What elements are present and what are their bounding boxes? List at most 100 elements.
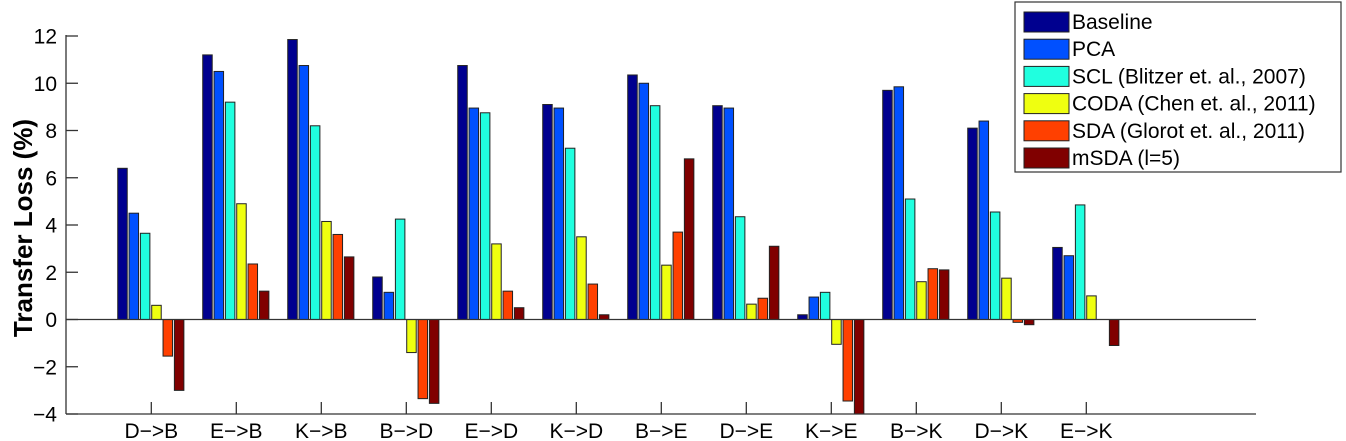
bar (819, 291, 831, 320)
y-tick-label: 4 (45, 215, 57, 238)
bar (757, 297, 769, 320)
bar (417, 319, 429, 400)
bar (457, 65, 468, 320)
bar (491, 243, 502, 320)
legend-swatch (1023, 65, 1070, 87)
bar (989, 211, 1001, 320)
bar (173, 319, 185, 391)
bar (661, 264, 672, 321)
bar (587, 283, 599, 320)
bar-group (627, 74, 695, 321)
legend-swatch (1023, 120, 1070, 142)
bar (797, 314, 808, 320)
bar (343, 256, 355, 321)
legend-label: PCA (1072, 38, 1115, 61)
legend-item: SDA (Glorot et. al., 2011) (1023, 120, 1305, 143)
bar (128, 212, 140, 320)
bar (842, 319, 854, 402)
bar (1108, 319, 1120, 346)
bar-group (287, 39, 355, 321)
legend-label: Baseline (1072, 11, 1153, 34)
y-tick-label: 8 (45, 120, 57, 143)
bar (893, 86, 905, 321)
bar-group (797, 291, 865, 415)
y-axis-ticks: −4 −2 0 2 4 6 8 10 12 (33, 26, 78, 427)
x-tick-label: E−>D (464, 420, 518, 441)
bar (978, 120, 990, 320)
bar (1052, 246, 1063, 320)
bar (768, 245, 780, 320)
bar (406, 319, 417, 354)
bar (468, 107, 480, 320)
bar (683, 158, 695, 320)
bar (672, 231, 684, 320)
y-tick-label: 6 (45, 167, 57, 190)
legend-item: mSDA (l=5) (1023, 147, 1180, 170)
legend: Baseline PCA SCL (Blitzer et. al., 2007) CO… (1014, 1, 1342, 173)
bar (882, 89, 893, 320)
bar (938, 269, 950, 321)
bar (831, 319, 842, 345)
bar (428, 319, 440, 404)
legend-label: SDA (Glorot et. al., 2011) (1072, 120, 1305, 143)
x-tick-label: K−>E (805, 420, 858, 441)
bar-group (372, 218, 440, 404)
legend-item: SCL (Blitzer et. al., 2007) (1023, 65, 1306, 88)
bar (247, 263, 259, 321)
bar (321, 220, 332, 321)
bar (723, 107, 735, 320)
y-tick-label: 12 (34, 26, 57, 49)
bar (309, 125, 321, 320)
bar (236, 203, 247, 321)
x-tick-label: K−>D (549, 420, 603, 441)
bar (746, 303, 757, 321)
bar-series-group (117, 39, 1120, 415)
bar (394, 218, 406, 320)
bar (649, 105, 661, 320)
legend-item: Baseline (1023, 11, 1153, 34)
y-tick-label: 0 (45, 309, 57, 332)
legend-item: CODA (Chen et. al., 2011) (1023, 93, 1316, 116)
bar (734, 216, 746, 320)
bar (139, 232, 151, 321)
x-tick-label: B−>E (635, 420, 688, 441)
bar (598, 314, 610, 320)
bar-group (457, 65, 525, 321)
y-axis-label: Transfer Loss (%) (8, 119, 38, 337)
bar-group (1052, 204, 1120, 346)
bar (287, 39, 298, 320)
bar (258, 290, 270, 320)
bar (502, 290, 514, 320)
y-tick-label: −4 (33, 404, 57, 427)
bar (1086, 295, 1097, 321)
bar-group (712, 105, 780, 321)
legend-swatch (1023, 93, 1070, 115)
bar (1023, 319, 1035, 326)
bar (213, 70, 225, 320)
legend-label: mSDA (l=5) (1072, 147, 1180, 170)
legend-box (1014, 1, 1342, 173)
bar (808, 296, 820, 320)
bar (1063, 255, 1075, 321)
legend-swatch (1023, 11, 1070, 33)
bar (927, 268, 939, 320)
bar (479, 112, 491, 320)
bar (712, 105, 723, 320)
bar-group (117, 167, 185, 391)
bar (553, 107, 565, 320)
x-tick-label: K−>B (295, 420, 348, 441)
bar (151, 304, 162, 321)
bar (1074, 204, 1086, 320)
legend-swatch (1023, 38, 1070, 60)
bar (383, 291, 395, 320)
bar (513, 307, 525, 321)
x-tick-label: D−>E (719, 420, 773, 441)
y-tick-label: 2 (45, 262, 57, 285)
legend-item: PCA (1023, 38, 1115, 61)
bar (853, 319, 865, 415)
x-tick-label: D−>B (124, 420, 178, 441)
bar (542, 104, 553, 321)
x-tick-label: D−>K (974, 420, 1028, 441)
bar (638, 82, 650, 320)
